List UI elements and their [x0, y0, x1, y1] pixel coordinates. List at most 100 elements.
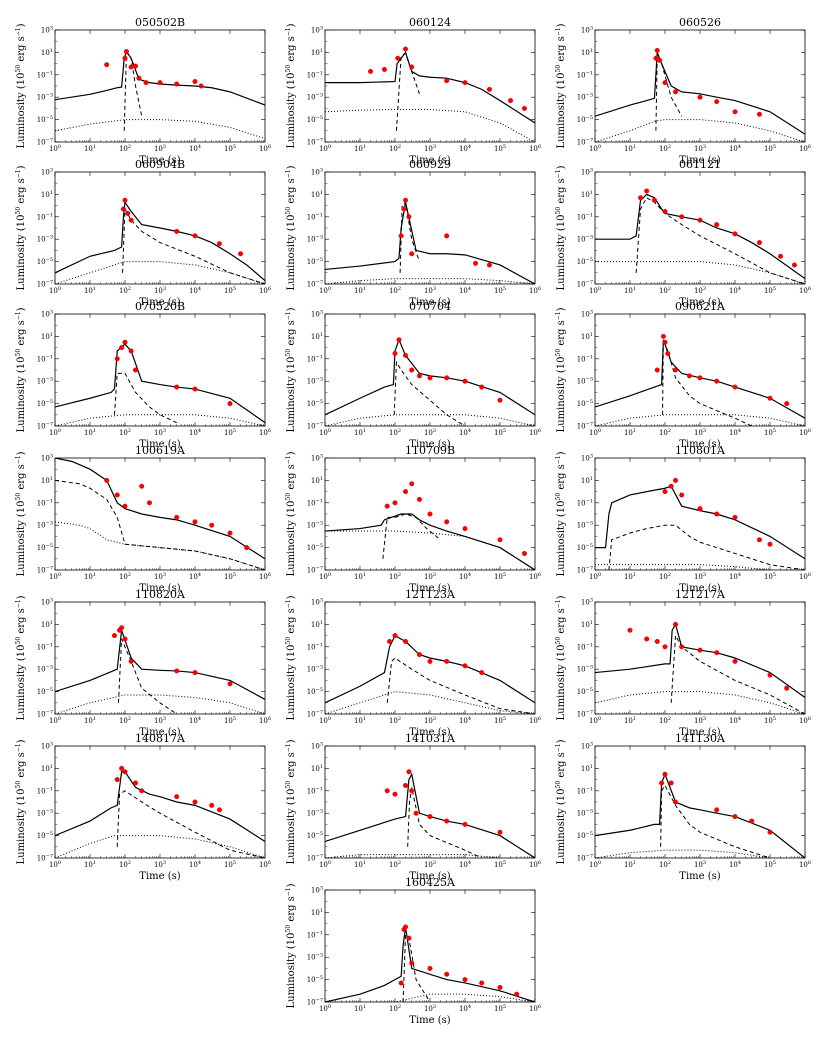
x-tick-label: 105 — [224, 286, 236, 295]
y-tick-label: 10−3 — [577, 809, 593, 818]
data-point — [662, 489, 668, 495]
x-tick-label: 104 — [729, 860, 741, 869]
x-tick-label: 104 — [189, 286, 201, 295]
panel-141031A: 141031A 100 101 102 103 104 105 106 10−7 10−5 10−3… — [285, 732, 541, 882]
dotted-component-line — [325, 993, 535, 1002]
y-axis-label: Luminosity (1050 erg s−1) — [15, 595, 27, 720]
data-point — [659, 780, 665, 786]
y-tick-label: 10−7 — [577, 422, 593, 431]
y-tick-label: 10−1 — [37, 498, 53, 507]
x-tick-label: 105 — [494, 428, 506, 437]
data-point — [791, 262, 797, 268]
x-tick-label: 105 — [764, 428, 776, 437]
dashed-component-line — [382, 513, 441, 559]
y-tick-label: 10−3 — [577, 377, 593, 386]
plot-area — [595, 47, 805, 142]
data-point — [174, 81, 180, 87]
data-point — [662, 80, 668, 86]
data-point — [732, 384, 738, 390]
total-model-line — [325, 513, 535, 570]
data-point — [409, 481, 415, 487]
plot-area — [325, 197, 535, 284]
x-tick-label: 100 — [589, 716, 601, 725]
panel-110820A: 110820A 100 101 102 103 104 105 106 10−7 10−5 10−3… — [15, 588, 271, 738]
dotted-component-line — [55, 694, 265, 714]
x-tick-label: 101 — [354, 716, 366, 725]
x-tick-label: 106 — [529, 1004, 541, 1013]
x-tick-label: 104 — [459, 860, 471, 869]
y-tick-label: 10−7 — [307, 422, 323, 431]
axes-frame — [324, 745, 536, 859]
dotted-component-line — [325, 278, 535, 284]
panel-090621A: 090621A 100 101 102 103 104 105 106 10−7 10−5 10−3… — [555, 300, 811, 450]
x-tick-label: 102 — [119, 572, 131, 581]
y-axis-label: Luminosity (1050 erg s−1) — [285, 883, 297, 1008]
x-tick-label: 104 — [459, 1004, 471, 1013]
y-tick-label: 10−1 — [37, 70, 53, 79]
data-point — [192, 79, 198, 85]
data-point — [714, 511, 720, 517]
x-tick-label: 106 — [259, 860, 271, 869]
y-tick-label: 10−5 — [577, 257, 593, 266]
data-point — [732, 658, 738, 664]
x-axis-label: Time (s) — [409, 297, 450, 308]
x-tick-label: 100 — [49, 428, 61, 437]
data-point — [227, 681, 233, 687]
y-tick-label: 103 — [41, 26, 53, 35]
x-tick-label: 101 — [354, 144, 366, 153]
data-point — [403, 46, 409, 52]
x-tick-label: 105 — [494, 860, 506, 869]
panel-title: 110820A — [135, 588, 186, 601]
y-tick-label: 103 — [581, 742, 593, 751]
axes-frame — [594, 457, 806, 571]
x-tick-label: 105 — [494, 716, 506, 725]
x-tick-label: 100 — [319, 286, 331, 295]
data-point — [157, 80, 163, 86]
data-point — [198, 83, 204, 89]
x-tick-label: 100 — [319, 428, 331, 437]
x-tick-label: 100 — [49, 144, 61, 153]
data-point — [654, 367, 660, 373]
x-tick-label: 104 — [729, 144, 741, 153]
x-tick-label: 105 — [224, 428, 236, 437]
axes-frame — [54, 601, 266, 715]
x-tick-label: 102 — [389, 1004, 401, 1013]
panel-title: 050502B — [135, 16, 185, 29]
data-point — [398, 980, 404, 986]
x-tick-label: 103 — [154, 860, 166, 869]
data-point — [174, 668, 180, 674]
total-model-line — [595, 622, 805, 698]
data-point — [114, 492, 120, 498]
y-tick-label: 10−5 — [307, 975, 323, 984]
panel-title: 141130A — [675, 732, 726, 745]
x-tick-label: 105 — [494, 144, 506, 153]
data-point — [139, 788, 145, 794]
data-point — [120, 206, 126, 212]
data-point — [644, 636, 650, 642]
dotted-component-line — [325, 530, 535, 570]
y-tick-label: 10−3 — [307, 953, 323, 962]
y-axis-label: Luminosity (1050 erg s−1) — [285, 739, 297, 864]
y-tick-label: 103 — [41, 454, 53, 463]
x-tick-label: 105 — [764, 144, 776, 153]
data-point — [111, 633, 117, 639]
dotted-component-line — [55, 261, 265, 284]
data-point — [673, 477, 679, 483]
data-point — [143, 80, 149, 86]
data-point — [401, 206, 407, 212]
data-point — [122, 503, 128, 509]
y-tick-label: 10−7 — [37, 566, 53, 575]
panel-060526: 060526 100 101 102 103 104 105 106 10−7 10−5 10−3 1… — [555, 16, 811, 166]
data-point — [462, 80, 468, 86]
x-tick-label: 104 — [189, 572, 201, 581]
y-tick-label: 10−7 — [577, 138, 593, 147]
data-point — [227, 530, 233, 536]
x-axis-label: Time (s) — [679, 727, 720, 738]
y-tick-label: 101 — [581, 620, 593, 629]
y-tick-label: 10−7 — [577, 566, 593, 575]
y-tick-label: 10−3 — [577, 235, 593, 244]
data-point — [192, 799, 198, 805]
dotted-component-line — [55, 835, 265, 858]
x-tick-label: 101 — [624, 144, 636, 153]
panel-160425A: 160425A 100 101 102 103 104 105 106 10−7 10−5 10−3… — [285, 876, 541, 1026]
